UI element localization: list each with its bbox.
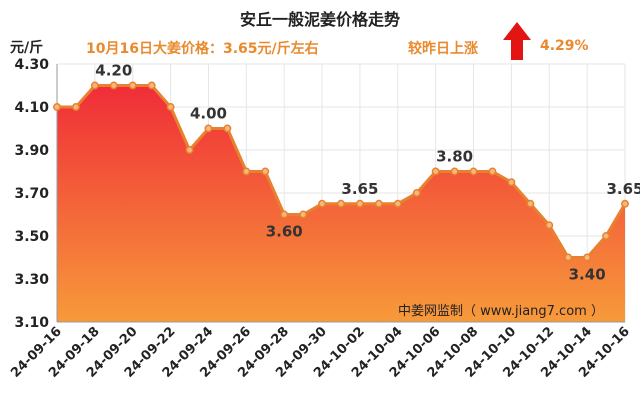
data-point [393,199,402,208]
up-arrow-icon [503,22,531,60]
data-point [223,124,232,133]
source-watermark: 中姜网监制（ www.jiang7.com ） [398,304,604,319]
data-point [412,189,421,197]
y-tick-label: 3.30 [14,272,49,288]
data-label: 3.40 [569,266,606,284]
y-tick-label: 3.50 [14,229,49,245]
data-point [128,81,137,90]
data-point [507,178,516,187]
data-point [374,199,383,208]
data-point [488,167,497,176]
data-point [299,210,308,219]
y-tick-label: 3.70 [14,186,49,202]
today-price-text: 10月16日大姜价格：3.65元/斤左右 [86,41,319,57]
change-label: 较昨日上涨 [408,41,478,57]
data-point [53,103,61,111]
data-label: 4.20 [95,62,132,80]
data-label: 4.00 [190,105,227,123]
data-label: 3.80 [436,148,473,166]
y-tick-label: 4.30 [14,57,49,73]
data-point [545,221,554,230]
data-point [204,124,213,133]
chart-title: 安丘一般泥姜价格走势 [239,10,400,29]
data-point [147,81,156,90]
data-point [526,199,535,208]
data-point [564,253,573,262]
y-axis-unit: 元/斤 [10,40,44,56]
data-point [71,103,80,111]
data-point [242,167,251,176]
data-point [355,199,364,208]
data-point [583,253,592,262]
data-point [431,167,440,176]
y-tick-label: 3.10 [14,315,49,331]
data-point [280,210,289,219]
data-label: 3.65 [606,180,640,198]
y-tick-label: 3.90 [14,143,49,159]
data-point [261,167,270,176]
data-point [318,199,327,208]
data-point [166,103,175,111]
data-point [621,199,629,208]
data-point [469,167,478,176]
data-point [185,146,194,154]
data-point [337,199,345,208]
data-label: 3.60 [266,223,303,241]
data-point [109,81,118,90]
y-tick-label: 4.10 [14,100,49,116]
data-point [602,232,611,240]
change-value: 4.29% [540,38,589,54]
data-label: 3.65 [341,180,378,198]
up-arrow-shape [503,22,531,60]
data-point [90,81,99,90]
data-point [450,167,459,176]
